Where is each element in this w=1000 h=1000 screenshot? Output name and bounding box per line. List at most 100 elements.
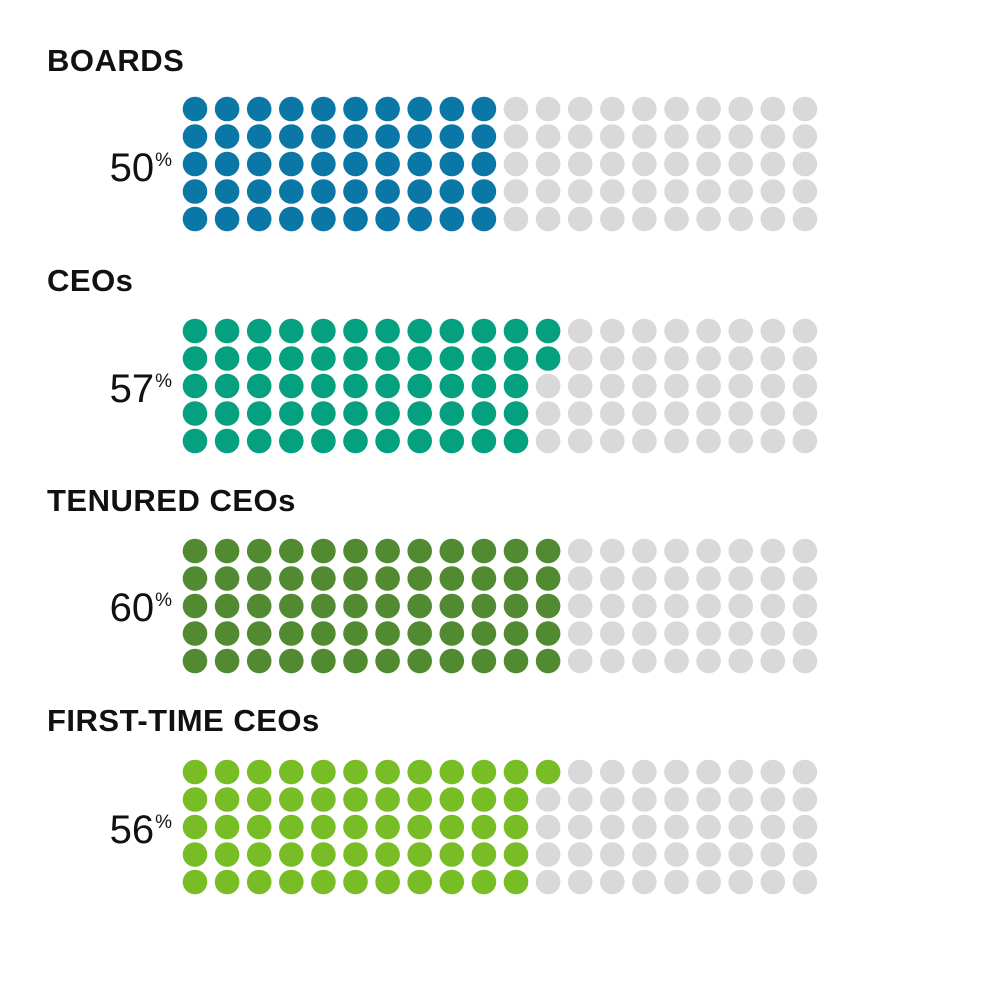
filled-dot-ceos	[214, 373, 240, 399]
empty-dot-first-time-ceos	[792, 814, 818, 840]
empty-dot-ceos	[567, 346, 593, 371]
filled-dot-boards	[214, 206, 240, 232]
filled-dot-first-time-ceos	[503, 842, 529, 867]
dot-grid-tenured-ceos	[182, 538, 818, 674]
empty-dot-first-time-ceos	[567, 842, 593, 867]
empty-dot-ceos	[632, 373, 657, 399]
filled-dot-tenured-ceos	[214, 566, 240, 591]
empty-dot-ceos	[632, 428, 657, 454]
empty-dot-tenured-ceos	[600, 621, 625, 646]
filled-dot-first-time-ceos	[214, 869, 240, 895]
filled-dot-first-time-ceos	[279, 787, 304, 812]
empty-dot-boards	[760, 206, 786, 232]
filled-dot-tenured-ceos	[214, 593, 240, 619]
filled-dot-boards	[246, 179, 272, 204]
filled-dot-first-time-ceos	[246, 814, 272, 840]
empty-dot-ceos	[664, 373, 689, 399]
empty-dot-tenured-ceos	[632, 648, 657, 674]
empty-dot-tenured-ceos	[760, 648, 786, 674]
empty-dot-tenured-ceos	[632, 538, 657, 564]
filled-dot-first-time-ceos	[311, 842, 336, 867]
filled-dot-ceos	[311, 346, 336, 371]
empty-dot-ceos	[535, 373, 561, 399]
filled-dot-boards	[182, 124, 208, 149]
filled-dot-tenured-ceos	[343, 566, 368, 591]
empty-dot-ceos	[632, 318, 657, 344]
filled-dot-ceos	[439, 401, 465, 426]
filled-dot-boards	[214, 179, 240, 204]
filled-dot-boards	[407, 179, 433, 204]
filled-dot-boards	[182, 151, 208, 177]
empty-dot-tenured-ceos	[696, 593, 721, 619]
filled-dot-ceos	[246, 401, 272, 426]
filled-dot-first-time-ceos	[535, 759, 561, 785]
empty-dot-first-time-ceos	[664, 787, 689, 812]
filled-dot-tenured-ceos	[279, 593, 304, 619]
filled-dot-first-time-ceos	[407, 759, 433, 785]
empty-dot-boards	[567, 179, 593, 204]
filled-dot-first-time-ceos	[182, 842, 208, 867]
filled-dot-first-time-ceos	[214, 842, 240, 867]
empty-dot-first-time-ceos	[760, 787, 786, 812]
empty-dot-boards	[567, 206, 593, 232]
empty-dot-ceos	[664, 346, 689, 371]
filled-dot-tenured-ceos	[471, 538, 497, 564]
empty-dot-boards	[696, 206, 721, 232]
empty-dot-tenured-ceos	[728, 621, 753, 646]
empty-dot-first-time-ceos	[664, 869, 689, 895]
empty-dot-tenured-ceos	[696, 566, 721, 591]
filled-dot-ceos	[471, 401, 497, 426]
filled-dot-tenured-ceos	[503, 621, 529, 646]
filled-dot-ceos	[246, 318, 272, 344]
filled-dot-tenured-ceos	[246, 648, 272, 674]
empty-dot-boards	[728, 151, 753, 177]
empty-dot-tenured-ceos	[792, 648, 818, 674]
filled-dot-first-time-ceos	[182, 814, 208, 840]
empty-dot-ceos	[792, 373, 818, 399]
filled-dot-ceos	[375, 401, 400, 426]
empty-dot-tenured-ceos	[567, 566, 593, 591]
section-title-first-time-ceos: FIRST-TIME CEOs	[47, 703, 320, 738]
filled-dot-tenured-ceos	[503, 538, 529, 564]
empty-dot-tenured-ceos	[632, 566, 657, 591]
empty-dot-tenured-ceos	[600, 593, 625, 619]
filled-dot-boards	[375, 179, 400, 204]
empty-dot-ceos	[696, 318, 721, 344]
empty-dot-boards	[792, 151, 818, 177]
filled-dot-boards	[182, 96, 208, 122]
filled-dot-first-time-ceos	[375, 814, 400, 840]
filled-dot-boards	[439, 206, 465, 232]
waffle-section-first-time-ceos: FIRST-TIME CEOs 56 %	[47, 703, 818, 895]
empty-dot-boards	[728, 206, 753, 232]
filled-dot-ceos	[471, 318, 497, 344]
filled-dot-boards	[214, 124, 240, 149]
filled-dot-ceos	[439, 373, 465, 399]
empty-dot-ceos	[664, 428, 689, 454]
empty-dot-first-time-ceos	[760, 869, 786, 895]
filled-dot-boards	[343, 151, 368, 177]
filled-dot-first-time-ceos	[407, 814, 433, 840]
filled-dot-tenured-ceos	[214, 621, 240, 646]
filled-dot-tenured-ceos	[503, 648, 529, 674]
empty-dot-tenured-ceos	[792, 593, 818, 619]
filled-dot-tenured-ceos	[503, 593, 529, 619]
filled-dot-ceos	[375, 373, 400, 399]
filled-dot-tenured-ceos	[343, 648, 368, 674]
filled-dot-boards	[182, 179, 208, 204]
filled-dot-ceos	[246, 373, 272, 399]
percent-sign-tenured-ceos: %	[155, 590, 172, 611]
filled-dot-first-time-ceos	[343, 869, 368, 895]
empty-dot-boards	[535, 124, 561, 149]
empty-dot-first-time-ceos	[792, 869, 818, 895]
filled-dot-boards	[407, 96, 433, 122]
filled-dot-ceos	[343, 318, 368, 344]
empty-dot-first-time-ceos	[567, 814, 593, 840]
filled-dot-tenured-ceos	[182, 538, 208, 564]
empty-dot-tenured-ceos	[760, 566, 786, 591]
filled-dot-ceos	[214, 346, 240, 371]
filled-dot-boards	[279, 96, 304, 122]
empty-dot-first-time-ceos	[696, 869, 721, 895]
empty-dot-first-time-ceos	[535, 842, 561, 867]
filled-dot-first-time-ceos	[375, 759, 400, 785]
filled-dot-first-time-ceos	[343, 842, 368, 867]
